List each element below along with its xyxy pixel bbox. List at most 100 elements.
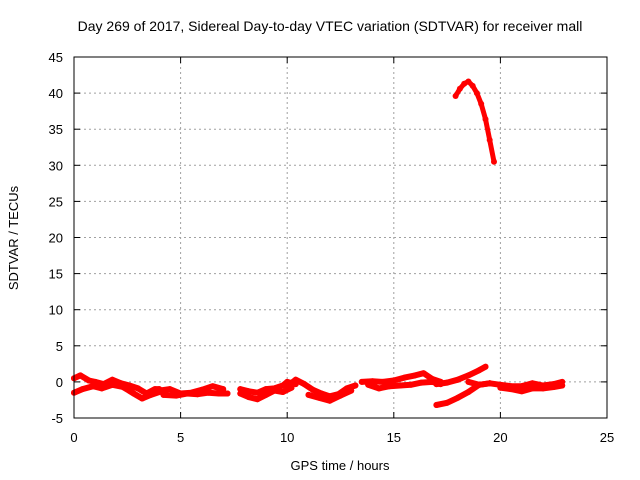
data-point (358, 378, 365, 385)
data-point (301, 381, 308, 388)
data-point (109, 376, 116, 383)
data-point (476, 367, 483, 374)
data-point (77, 372, 84, 379)
data-point (90, 383, 97, 390)
data-point (348, 387, 355, 394)
data-point (156, 387, 163, 394)
data-point (465, 389, 472, 395)
data-point (375, 385, 382, 392)
data-point (456, 85, 463, 92)
y-tick-label: 10 (49, 303, 63, 318)
plot-data (71, 78, 566, 408)
series-band-10-13-low (305, 387, 355, 404)
series-line (71, 381, 163, 402)
x-tick-label: 10 (280, 430, 294, 445)
data-point (205, 389, 212, 396)
data-point (120, 384, 126, 390)
x-tick-label: 0 (70, 430, 77, 445)
data-point (444, 399, 451, 406)
data-point (284, 383, 291, 390)
data-point (147, 391, 154, 398)
series-band-10-13 (284, 376, 359, 400)
y-tick-label: 25 (49, 194, 63, 209)
y-tick-label: 15 (49, 267, 63, 282)
data-point (420, 370, 427, 377)
y-tick-label: 5 (56, 339, 63, 354)
x-tick-label: 15 (387, 430, 401, 445)
data-point (305, 391, 312, 398)
data-point (454, 394, 461, 401)
x-tick-label: 5 (177, 430, 184, 445)
data-point (365, 381, 372, 388)
data-point (173, 392, 180, 399)
series-band-13-17-low (365, 378, 444, 392)
data-point (216, 390, 222, 397)
data-point (316, 394, 323, 401)
data-point (486, 380, 493, 387)
data-point (469, 82, 476, 89)
data-point (473, 90, 480, 97)
y-axis-label: SDTVAR / TECUs (6, 185, 21, 290)
x-axis-label: GPS time / hours (291, 458, 390, 473)
data-point (540, 385, 546, 392)
data-point (486, 137, 493, 143)
y-tick-label: 45 (49, 50, 63, 65)
data-point (98, 385, 105, 392)
data-point (194, 391, 201, 398)
data-point (85, 377, 92, 384)
data-point (407, 381, 414, 388)
data-point (254, 389, 261, 396)
data-point (433, 402, 440, 408)
data-point (237, 390, 244, 397)
data-point (79, 386, 86, 393)
data-point (559, 382, 566, 389)
data-point (452, 93, 459, 99)
data-point (390, 377, 397, 384)
data-point (224, 390, 231, 397)
y-tick-label: 20 (49, 231, 63, 246)
data-point (337, 392, 344, 399)
series-band-4-7-low (160, 389, 231, 399)
data-point (245, 388, 252, 395)
x-tick-label: 25 (600, 430, 614, 445)
data-point (418, 379, 425, 386)
data-point (262, 386, 269, 393)
data-point (401, 374, 408, 381)
data-point (279, 389, 286, 395)
y-tick-label: -5 (51, 411, 63, 426)
data-point (166, 386, 173, 393)
data-point (309, 386, 316, 393)
y-tick-label: 0 (56, 375, 63, 390)
data-point (476, 381, 483, 388)
data-point (254, 396, 261, 403)
data-point (245, 394, 252, 401)
data-point (109, 381, 116, 388)
data-point (454, 376, 461, 383)
y-tick-label: 35 (49, 122, 63, 137)
data-point (444, 379, 451, 386)
series-band-17-19-rise (433, 363, 489, 388)
data-point (465, 78, 472, 85)
grid (74, 57, 607, 418)
data-point (518, 388, 525, 395)
data-point (292, 376, 299, 383)
data-point (135, 385, 141, 392)
data-point (550, 384, 557, 390)
data-point (160, 391, 167, 398)
axis-ticks: 0 5 10 15 20 25 -5 0 5 10 15 20 25 30 35 40 45 (49, 50, 615, 445)
data-point (209, 383, 216, 390)
data-point (326, 397, 333, 404)
data-point (184, 390, 190, 397)
data-point (130, 390, 137, 397)
data-point (237, 386, 244, 393)
data-point (482, 363, 489, 370)
data-point (518, 383, 525, 390)
data-point (508, 386, 515, 393)
data-point (433, 381, 440, 388)
series-band-19-23-low (497, 382, 566, 395)
data-point (352, 382, 359, 389)
data-point (139, 395, 146, 402)
data-point (478, 100, 485, 107)
data-point (380, 378, 387, 385)
